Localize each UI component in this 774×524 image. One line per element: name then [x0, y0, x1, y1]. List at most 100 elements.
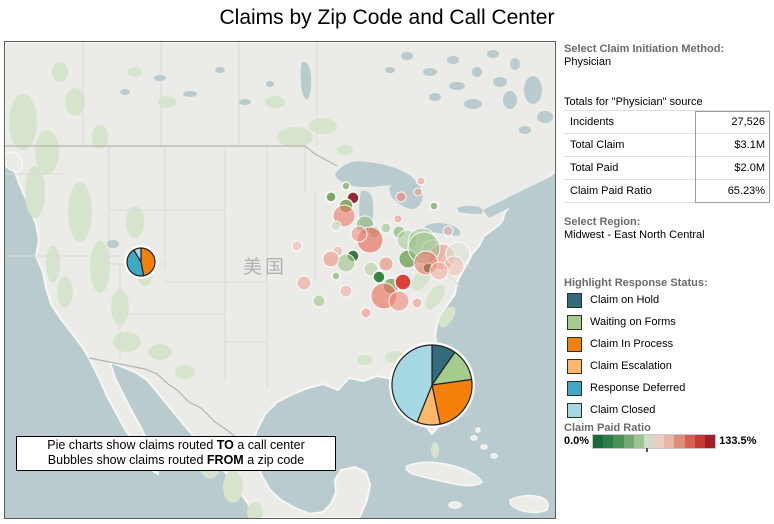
zip-bubble[interactable] — [380, 222, 392, 234]
zip-bubble[interactable] — [350, 225, 368, 243]
zip-bubble[interactable] — [416, 176, 426, 186]
gradient-segment — [643, 435, 655, 448]
zip-bubble[interactable] — [336, 253, 356, 273]
zip-bubble[interactable] — [429, 201, 439, 211]
totals-row: Incidents 27,526 — [564, 111, 770, 134]
zip-bubble[interactable] — [413, 187, 423, 197]
zip-bubble[interactable] — [360, 307, 372, 319]
zip-bubble[interactable] — [442, 225, 454, 237]
status-legend-title: Highlight Response Status: — [564, 277, 708, 289]
status-swatch-icon — [567, 314, 582, 330]
status-swatch-icon — [567, 292, 582, 308]
map-marks — [124, 176, 475, 428]
status-legend-label: Claim on Hold — [590, 294, 660, 306]
status-swatch-icon — [567, 402, 582, 418]
pie-halo — [124, 245, 158, 279]
call-center-pie-west[interactable] — [124, 245, 158, 279]
gradient-segment — [613, 435, 624, 448]
zip-bubble[interactable] — [393, 214, 403, 224]
islands — [5, 151, 549, 514]
totals-row-label: Incidents — [570, 116, 615, 128]
totals-title: Totals for "Physician" source — [564, 96, 703, 108]
ratio-gradient-tick — [645, 448, 648, 452]
pie-slice[interactable] — [126, 249, 145, 277]
status-swatch-icon — [567, 380, 582, 396]
status-legend-item[interactable]: Claim In Process — [564, 333, 685, 355]
status-legend-item[interactable]: Claim on Hold — [564, 289, 685, 311]
method-parameter-label: Select Claim Initiation Method: — [564, 43, 725, 55]
region-parameter-value[interactable]: Midwest - East North Central — [564, 229, 705, 241]
zip-bubble[interactable] — [322, 250, 340, 268]
ratio-gradient-bar — [592, 434, 717, 449]
terrain-patches — [9, 62, 456, 518]
ratio-legend: 0.0% 133.5% — [564, 434, 757, 452]
zip-bubble[interactable] — [429, 261, 449, 281]
annotation-line-2: Bubbles show claims routed FROM a zip co… — [47, 453, 305, 467]
zip-bubble[interactable] — [325, 191, 337, 203]
lakes — [107, 50, 555, 248]
gradient-segment — [674, 435, 685, 448]
zip-bubble[interactable] — [372, 270, 386, 284]
status-legend-item[interactable]: Response Deferred — [564, 377, 685, 399]
pie-slice[interactable] — [391, 344, 433, 423]
status-legend-label: Claim Closed — [590, 404, 656, 416]
pie-slice[interactable] — [431, 378, 473, 425]
zip-bubble[interactable] — [330, 220, 342, 232]
ratio-min-label: 0.0% — [564, 435, 590, 447]
zip-bubble[interactable] — [331, 271, 341, 281]
gradient-segment — [654, 435, 665, 448]
status-legend-item[interactable]: Claim Escalation — [564, 355, 685, 377]
annotation-line-1: Pie charts show claims routed TO a call … — [47, 438, 305, 452]
gradient-segment — [664, 435, 675, 448]
gradient-segment — [684, 435, 695, 448]
zip-bubble[interactable] — [378, 256, 394, 272]
zip-bubble[interactable] — [341, 181, 351, 191]
status-legend-label: Claim In Process — [590, 338, 674, 350]
totals-row-value: 65.23% — [727, 185, 765, 197]
zip-bubble[interactable] — [394, 273, 412, 291]
status-legend-label: Response Deferred — [590, 382, 686, 394]
totals-row: Claim Paid Ratio 65.23% — [564, 180, 770, 203]
status-swatch-icon — [567, 358, 582, 374]
totals-row-label: Total Claim — [570, 139, 625, 151]
zip-bubble[interactable] — [388, 290, 410, 312]
pie-slice[interactable] — [133, 247, 142, 263]
totals-row: Total Paid $2.0M — [564, 157, 770, 180]
zip-bubble[interactable] — [296, 275, 312, 291]
status-legend-item[interactable]: Claim Closed — [564, 399, 685, 421]
totals-row-label: Claim Paid Ratio — [570, 185, 652, 197]
status-legend-label: Claim Escalation — [590, 360, 672, 372]
call-center-pie-southeast[interactable] — [389, 342, 475, 428]
totals-table: Incidents 27,526 Total Claim $3.1M Total Pai… — [564, 110, 770, 203]
ratio-gradient-wrap — [592, 434, 717, 452]
totals-row-value: $3.1M — [734, 139, 765, 151]
method-parameter-value[interactable]: Physician — [564, 56, 612, 68]
gradient-segment — [694, 435, 705, 448]
gradient-segment — [593, 435, 604, 448]
ratio-max-label: 133.5% — [719, 435, 757, 447]
landmass — [5, 42, 555, 518]
gradient-segment — [623, 435, 634, 448]
claims-map[interactable]: 美国 Pie charts show claims routed TO a ca… — [4, 41, 556, 519]
country-borders — [5, 145, 338, 446]
ratio-legend-title: Claim Paid Ratio — [564, 422, 651, 434]
zip-bubble[interactable] — [395, 191, 407, 203]
map-annotation: Pie charts show claims routed TO a call … — [16, 436, 336, 471]
page-title: Claims by Zip Code and Call Center — [219, 6, 555, 29]
totals-row-value: $2.0M — [734, 162, 765, 174]
status-legend: Claim on Hold Waiting on Forms Claim In Pr… — [564, 289, 685, 421]
pie-slice[interactable] — [140, 247, 156, 277]
status-legend-item[interactable]: Waiting on Forms — [564, 311, 685, 333]
map-country-label: 美国 — [243, 257, 288, 278]
zip-bubble[interactable] — [411, 297, 423, 309]
status-swatch-icon — [567, 336, 582, 352]
gradient-segment — [704, 435, 716, 448]
pie-halo — [389, 342, 475, 428]
gradient-segment — [603, 435, 614, 448]
gradient-segment — [633, 435, 644, 448]
zip-bubble[interactable] — [339, 284, 353, 298]
zip-bubble[interactable] — [445, 241, 471, 267]
zip-bubble[interactable] — [312, 294, 326, 308]
zip-bubble[interactable] — [291, 240, 303, 252]
